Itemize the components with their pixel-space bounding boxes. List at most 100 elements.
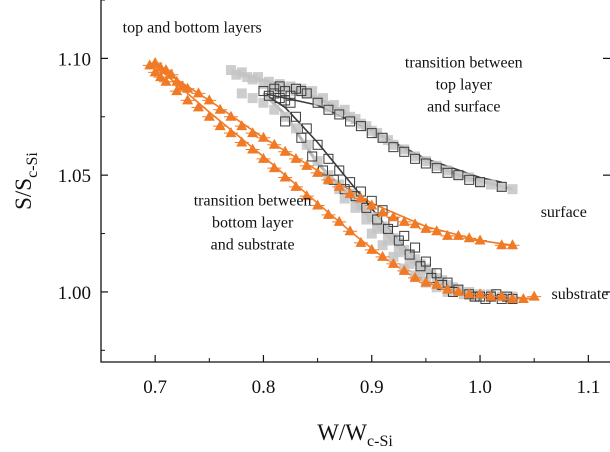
data-point bbox=[528, 290, 540, 301]
data-point bbox=[312, 95, 323, 106]
data-point bbox=[253, 72, 264, 83]
x-tick-label: 1.1 bbox=[576, 377, 600, 398]
x-tick-label: 0.8 bbox=[252, 377, 276, 398]
annotation-line: bottom layer bbox=[212, 215, 294, 232]
data-point bbox=[452, 229, 464, 240]
data-point bbox=[415, 261, 426, 272]
y-axis-ticks: 1.00 1.05 1.10 bbox=[58, 0, 610, 351]
data-point bbox=[307, 86, 318, 97]
data-point bbox=[334, 109, 345, 120]
data-point bbox=[225, 110, 237, 121]
data-point bbox=[307, 151, 318, 162]
annotation-label: transition between bottom layer and substr… bbox=[194, 193, 312, 254]
data-point bbox=[280, 83, 291, 94]
data-point bbox=[149, 57, 161, 68]
data-point bbox=[339, 193, 350, 204]
data-point bbox=[355, 118, 366, 129]
data-point bbox=[387, 257, 399, 268]
data-point bbox=[420, 156, 431, 167]
data-point bbox=[372, 128, 383, 139]
data-point bbox=[420, 276, 432, 287]
data-point bbox=[322, 208, 334, 219]
data-point bbox=[236, 120, 248, 131]
data-point bbox=[361, 121, 372, 132]
data-point bbox=[192, 101, 204, 112]
data-point bbox=[410, 242, 421, 253]
data-point bbox=[296, 83, 307, 94]
data-point bbox=[474, 288, 486, 299]
data-point bbox=[318, 93, 329, 104]
data-point bbox=[257, 131, 269, 142]
data-point bbox=[323, 153, 334, 164]
data-point bbox=[290, 180, 302, 191]
x-axis-title-sub: c-Si bbox=[367, 433, 393, 450]
x-axis-title-main: W/W bbox=[317, 420, 367, 445]
x-tick-label: 1.0 bbox=[468, 377, 492, 398]
data-point bbox=[398, 264, 410, 275]
data-point bbox=[420, 263, 431, 274]
data-point bbox=[203, 110, 215, 121]
data-point bbox=[398, 215, 410, 226]
data-point bbox=[247, 127, 259, 138]
data-point bbox=[366, 125, 377, 136]
data-point bbox=[366, 228, 377, 239]
data-point bbox=[442, 165, 453, 176]
data-point bbox=[290, 111, 301, 122]
data-point bbox=[496, 239, 508, 250]
y-axis-title: S/Sc-Si bbox=[11, 152, 41, 210]
data-point bbox=[377, 240, 388, 251]
data-point bbox=[203, 94, 215, 105]
data-point bbox=[344, 187, 356, 198]
data-point bbox=[404, 249, 415, 260]
data-point bbox=[258, 79, 269, 90]
data-point bbox=[366, 199, 378, 210]
data-point bbox=[247, 93, 258, 104]
data-point bbox=[296, 86, 307, 97]
data-point bbox=[182, 94, 194, 105]
data-point bbox=[312, 139, 323, 150]
data-point bbox=[372, 223, 383, 234]
data-point bbox=[474, 234, 486, 245]
data-point bbox=[355, 236, 367, 247]
data-point bbox=[268, 162, 280, 173]
data-point bbox=[149, 66, 161, 77]
data-point bbox=[225, 65, 236, 76]
plot-frame bbox=[100, 0, 610, 363]
data-point bbox=[452, 285, 464, 296]
data-point bbox=[268, 138, 280, 149]
data-point bbox=[388, 139, 399, 150]
data-point bbox=[410, 254, 421, 265]
data-point bbox=[236, 67, 247, 78]
data-point bbox=[301, 139, 312, 150]
data-point bbox=[269, 83, 280, 94]
data-point bbox=[214, 103, 226, 114]
data-point bbox=[507, 239, 519, 250]
data-point bbox=[388, 142, 399, 153]
data-point bbox=[269, 81, 280, 92]
data-point bbox=[296, 132, 307, 143]
data-point bbox=[388, 233, 399, 244]
annotation-line: top and bottom layers bbox=[123, 20, 262, 37]
data-point bbox=[415, 258, 426, 269]
data-point bbox=[393, 235, 404, 246]
data-point bbox=[312, 199, 324, 210]
data-point bbox=[410, 151, 421, 162]
data-point bbox=[269, 104, 280, 115]
annotation-line: substrate bbox=[552, 286, 609, 303]
y-tick-label: 1.10 bbox=[58, 49, 91, 70]
data-point bbox=[247, 74, 258, 85]
data-point bbox=[301, 190, 313, 201]
data-point bbox=[377, 250, 389, 261]
axes-layer: 0.7 0.8 0.9 1.0 1.11.001.051.10W/Wc-SiS/Sc-S… bbox=[11, 0, 610, 450]
x-tick-label: 0.9 bbox=[360, 377, 384, 398]
data-point bbox=[333, 215, 345, 226]
data-point bbox=[463, 232, 475, 243]
data-point bbox=[431, 225, 443, 236]
data-point bbox=[410, 153, 421, 164]
data-point bbox=[323, 102, 334, 113]
data-point bbox=[431, 163, 442, 174]
data-point bbox=[247, 143, 259, 154]
data-point bbox=[507, 184, 518, 195]
